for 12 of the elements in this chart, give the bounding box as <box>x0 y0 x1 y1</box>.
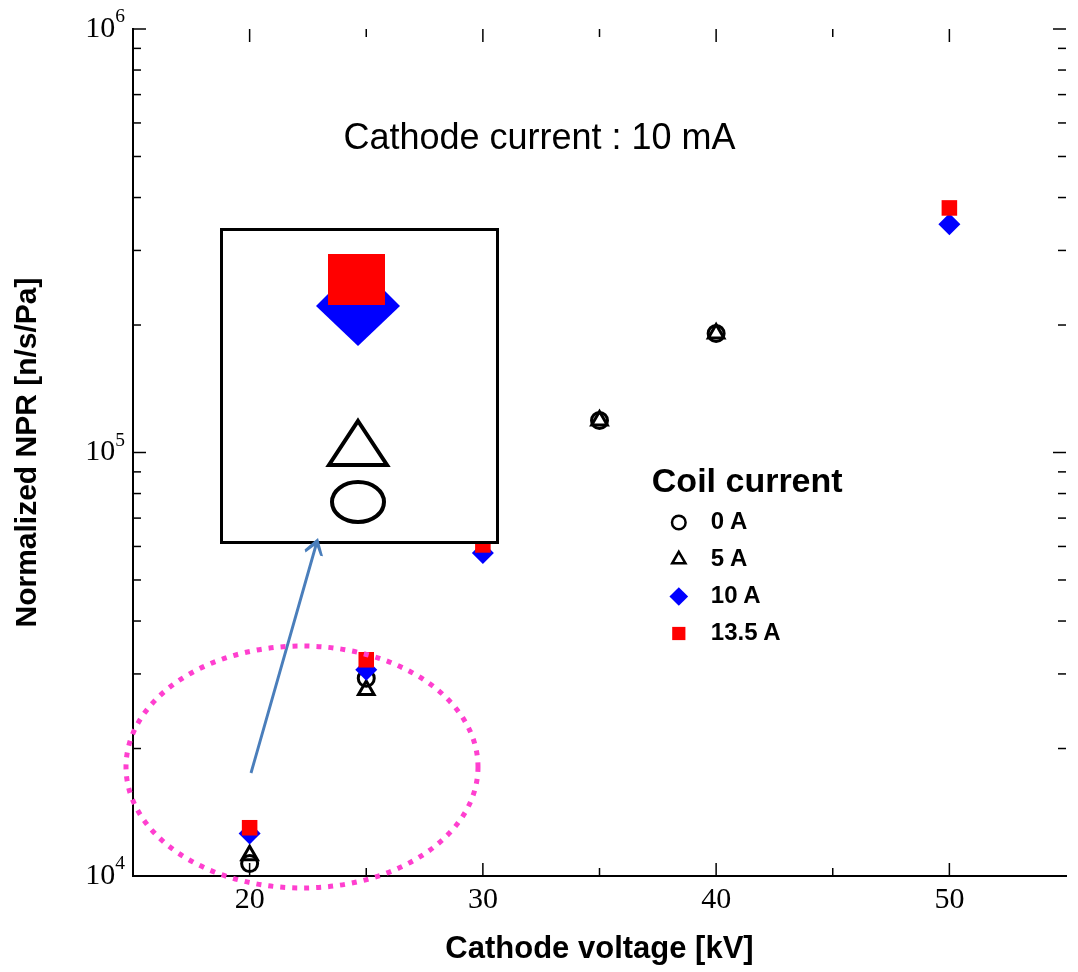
x-axis-title: Cathode voltage [kV] <box>445 929 754 965</box>
legend-title: Coil current <box>651 460 843 499</box>
x-tick-label: 50 <box>934 880 965 914</box>
legend-label: 5 A <box>710 544 748 572</box>
legend-label: 10 A <box>710 581 761 609</box>
x-tick-label: 30 <box>467 880 498 914</box>
y-axis-title: Normalized NPR [n/s/Pa] <box>9 277 43 628</box>
x-tick-label: 40 <box>701 880 732 914</box>
legend-label: 13.5 A <box>710 618 781 646</box>
annotation: Cathode current : 10 mA <box>343 115 736 157</box>
legend-label: 0 A <box>710 507 748 535</box>
x-tick-label: 20 <box>234 880 265 914</box>
